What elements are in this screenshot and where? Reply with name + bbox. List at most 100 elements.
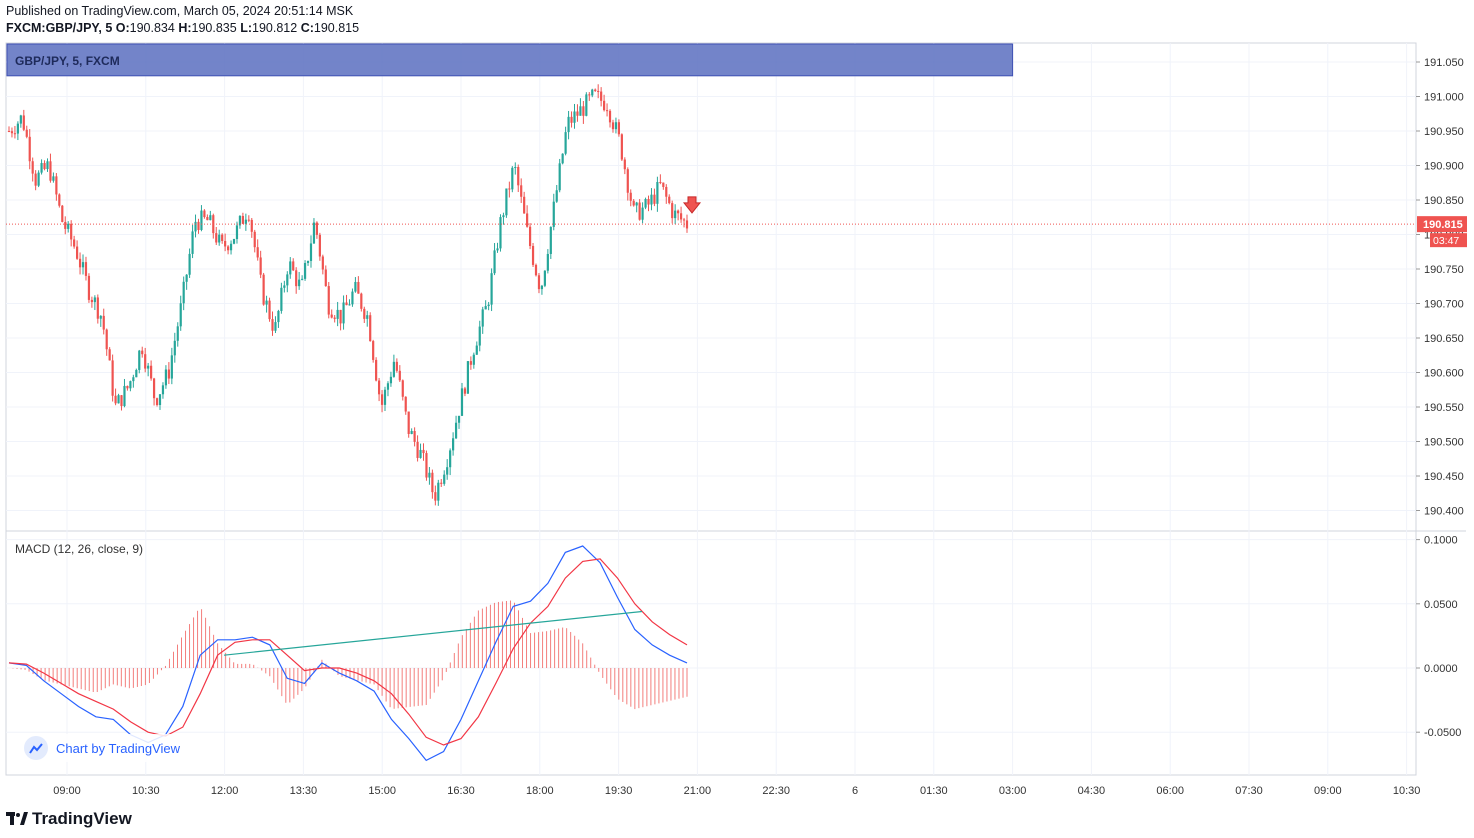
candle-body [410,430,413,434]
candle-body [372,341,375,360]
signal-line [8,558,688,746]
x-tick-label: 21:00 [684,785,712,797]
macd-legend: MACD (12, 26, close, 9) [15,542,143,556]
candle-body [561,153,564,164]
candle-body [679,213,683,220]
x-tick-label: 13:30 [290,785,318,797]
candle-body [620,134,623,160]
candle-body [638,202,641,220]
candle-body [523,196,526,214]
candle-body [375,359,378,381]
candle-body [182,281,185,304]
tv-logo-icon [6,812,28,825]
candle-body [7,131,11,132]
macd-line [8,545,688,762]
candle-body [380,394,384,405]
candle-body [440,482,443,484]
high-label: H: [178,21,192,35]
x-tick-label: 03:00 [999,785,1027,797]
candle-body [188,253,191,275]
candle-body [552,201,555,227]
candle-body [431,472,434,493]
candle-body [555,190,558,202]
candle-body [564,132,567,154]
candle-body [298,279,301,287]
candle-body [413,430,416,442]
close-label: C: [300,21,314,35]
y-tick-label: 190.750 [1424,264,1464,276]
candle-body [286,274,289,286]
candle-body [84,262,88,276]
candle-body [469,361,472,365]
candle-body [200,210,203,230]
tradingview-logo[interactable]: TradingView [6,809,132,829]
candle-body [90,299,93,303]
candle-body [478,326,481,346]
candle-body [588,94,591,96]
candle-body [67,223,70,229]
candle-body [292,261,295,271]
candle-body [147,365,150,369]
y-tick-label: 190.450 [1424,471,1464,483]
candle-body [446,467,449,475]
candle-body [179,303,182,327]
candle-body [392,361,395,377]
candle-body [487,304,490,307]
candle-body [576,111,579,116]
y-tick-label: 190.550 [1424,402,1464,414]
candle-body [407,411,410,434]
candle-body [333,317,336,319]
candle-body [327,286,330,315]
candle-body [573,111,576,123]
open-value: 190.834 [129,21,175,35]
symbol-label: FXCM:GBP/JPY, 5 [6,21,113,35]
candle-body [632,200,635,206]
low-label: L: [240,21,253,35]
candle-body [324,269,327,287]
candle-body [641,207,644,220]
y-tick-label: 190.600 [1424,368,1464,380]
candle-body [31,161,34,174]
candle-body [443,474,446,484]
candle-body [546,253,549,271]
x-tick-label: 18:00 [526,785,554,797]
candle-body [96,297,99,319]
symbol-legend: GBP/JPY, 5, FXCM [15,54,120,68]
candle-body [75,246,79,259]
candle-body [49,161,52,181]
candle-body [52,176,55,181]
chart-by-tradingview-watermark[interactable]: Chart by TradingView [20,734,185,762]
candle-body [46,161,49,170]
candle-body [262,274,265,305]
x-tick-label: 10:30 [1393,785,1421,797]
candle-body [144,354,147,369]
candle-body [283,285,286,288]
countdown-label: 03:47 [1433,235,1459,247]
x-tick-label: 06:00 [1156,785,1184,797]
y-tick-label: 190.650 [1424,333,1464,345]
candle-body [229,243,233,251]
candle-body [105,329,108,350]
candle-body [170,355,173,379]
candle-body [342,302,345,324]
candle-body [141,350,144,355]
candle-body [614,122,618,130]
open-label: O: [115,21,130,35]
candle-body [81,262,85,268]
candle-body [61,205,64,222]
candle-body [167,369,170,379]
candle-body [185,274,188,282]
candle-body [235,225,239,240]
candle-body [537,275,541,290]
candle-body [241,215,244,224]
candle-body [312,222,316,244]
candle-body [484,306,487,310]
candle-body [259,257,262,275]
candle-body [221,234,224,241]
candle-body [531,245,535,265]
candle-body [434,492,437,501]
candle-body [567,116,570,133]
candle-body [19,115,22,124]
candle-body [164,369,168,386]
